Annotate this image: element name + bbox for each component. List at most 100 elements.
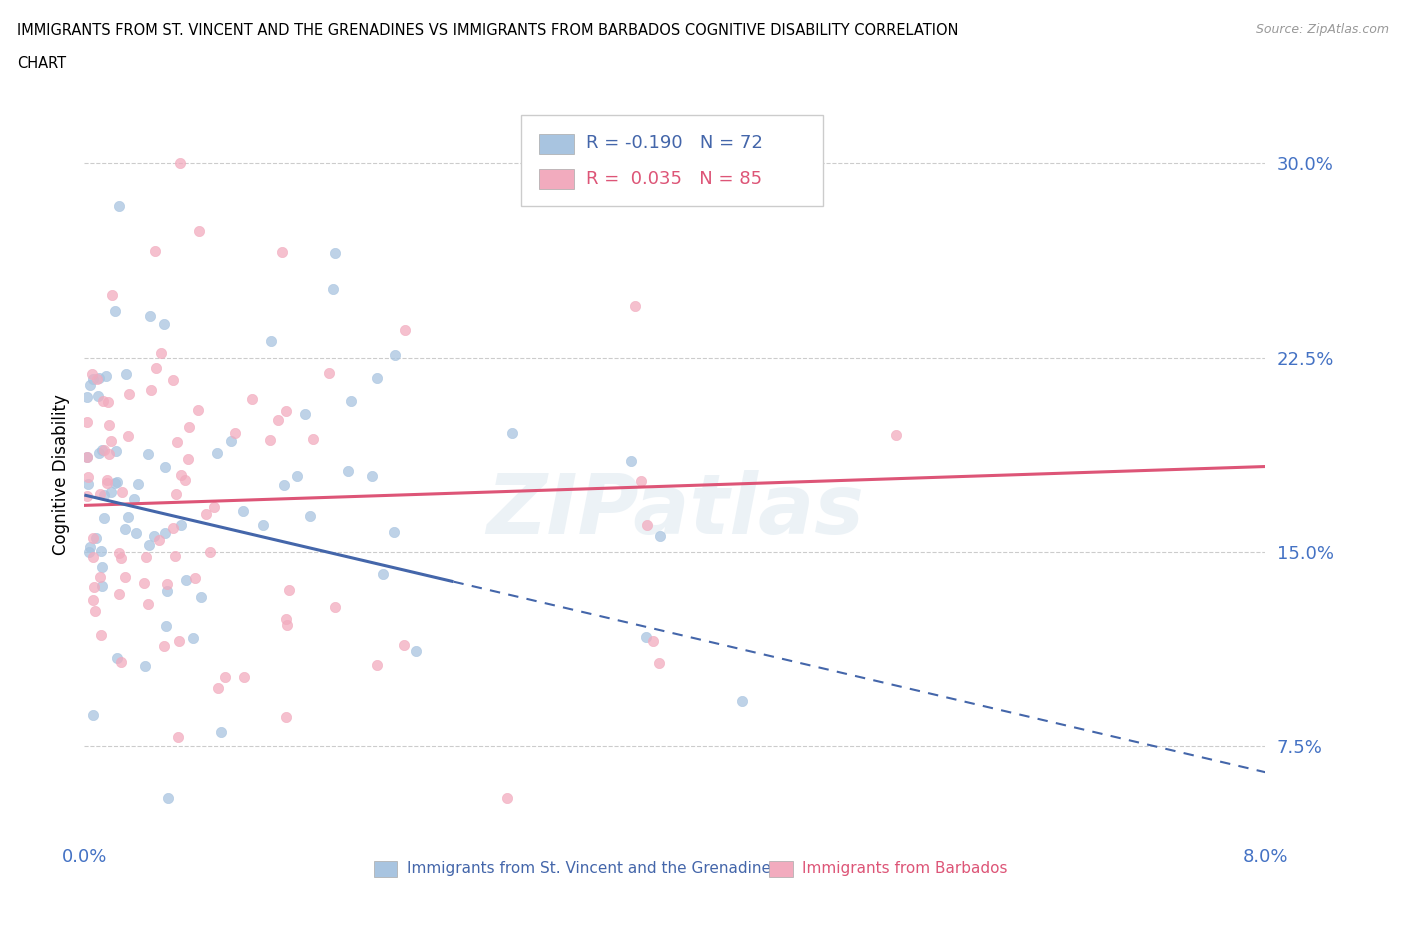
Point: [148, 532, 170, 547]
Point: [183, 570, 205, 585]
Point: [104, 303, 127, 318]
Point: [79, 378, 101, 392]
Point: [86, 371, 108, 386]
Point: [273, 477, 295, 492]
Point: [277, 582, 299, 597]
Point: [202, 499, 225, 514]
Point: [79, 539, 101, 554]
Point: [125, 525, 148, 540]
Point: [630, 473, 652, 488]
Point: [156, 577, 179, 591]
Point: [648, 656, 671, 671]
Point: [124, 491, 146, 506]
Point: [76, 449, 98, 464]
Point: [650, 528, 672, 543]
FancyBboxPatch shape: [538, 134, 575, 154]
Point: [183, 631, 205, 645]
Point: [117, 387, 139, 402]
Point: [89, 446, 111, 461]
Point: [382, 525, 405, 539]
Point: [731, 693, 754, 708]
Point: [108, 586, 131, 601]
Point: [302, 432, 325, 446]
Point: [266, 412, 288, 427]
Point: [232, 503, 254, 518]
Point: [149, 346, 172, 361]
Point: [82, 367, 104, 382]
Point: [177, 451, 200, 466]
Point: [77, 477, 100, 492]
Point: [93, 488, 115, 503]
Point: [110, 655, 132, 670]
Point: [84, 604, 107, 618]
Point: [145, 361, 167, 376]
Point: [501, 426, 523, 441]
Point: [187, 403, 209, 418]
Point: [134, 658, 156, 673]
Point: [496, 790, 519, 805]
Point: [323, 600, 346, 615]
Point: [77, 544, 100, 559]
Point: [177, 419, 200, 434]
Point: [89, 486, 111, 501]
Point: [114, 522, 136, 537]
Point: [384, 347, 406, 362]
Point: [82, 371, 104, 386]
Point: [162, 373, 184, 388]
Point: [636, 518, 658, 533]
Point: [190, 590, 212, 604]
Point: [84, 530, 107, 545]
Point: [207, 681, 229, 696]
Point: [371, 566, 394, 581]
Point: [276, 618, 298, 632]
Point: [405, 644, 427, 658]
Point: [318, 365, 340, 380]
Point: [76, 489, 98, 504]
Point: [274, 710, 297, 724]
Point: [91, 443, 114, 458]
Point: [259, 333, 281, 348]
Text: CHART: CHART: [17, 56, 66, 71]
Point: [366, 371, 388, 386]
Point: [169, 518, 191, 533]
Text: IMMIGRANTS FROM ST. VINCENT AND THE GRENADINES VS IMMIGRANTS FROM BARBADOS COGNI: IMMIGRANTS FROM ST. VINCENT AND THE GREN…: [17, 23, 959, 38]
Point: [107, 546, 129, 561]
Point: [205, 445, 228, 460]
Point: [96, 476, 118, 491]
Point: [76, 415, 98, 430]
Point: [156, 584, 179, 599]
Point: [82, 708, 104, 723]
Point: [97, 394, 120, 409]
Point: [143, 528, 166, 543]
Point: [252, 518, 274, 533]
Point: [394, 638, 416, 653]
Point: [105, 474, 128, 489]
Point: [108, 199, 131, 214]
FancyBboxPatch shape: [538, 169, 575, 189]
Point: [259, 432, 281, 447]
Point: [76, 449, 98, 464]
Point: [134, 576, 156, 591]
Point: [270, 245, 292, 259]
Point: [233, 669, 256, 684]
Text: R =  0.035   N = 85: R = 0.035 N = 85: [586, 170, 762, 188]
Point: [623, 299, 645, 313]
Point: [91, 578, 114, 593]
Point: [98, 446, 121, 461]
Point: [169, 633, 191, 648]
Point: [107, 651, 129, 666]
Point: [165, 548, 187, 563]
Point: [643, 634, 665, 649]
Point: [82, 550, 104, 565]
Text: Immigrants from St. Vincent and the Grenadines: Immigrants from St. Vincent and the Gren…: [406, 861, 779, 876]
FancyBboxPatch shape: [522, 115, 823, 206]
Point: [96, 472, 118, 487]
Point: [91, 394, 114, 409]
Point: [110, 551, 132, 565]
Point: [141, 382, 163, 397]
Point: [111, 485, 134, 499]
Point: [636, 630, 658, 644]
Point: [323, 246, 346, 260]
Point: [361, 469, 384, 484]
Point: [166, 434, 188, 449]
